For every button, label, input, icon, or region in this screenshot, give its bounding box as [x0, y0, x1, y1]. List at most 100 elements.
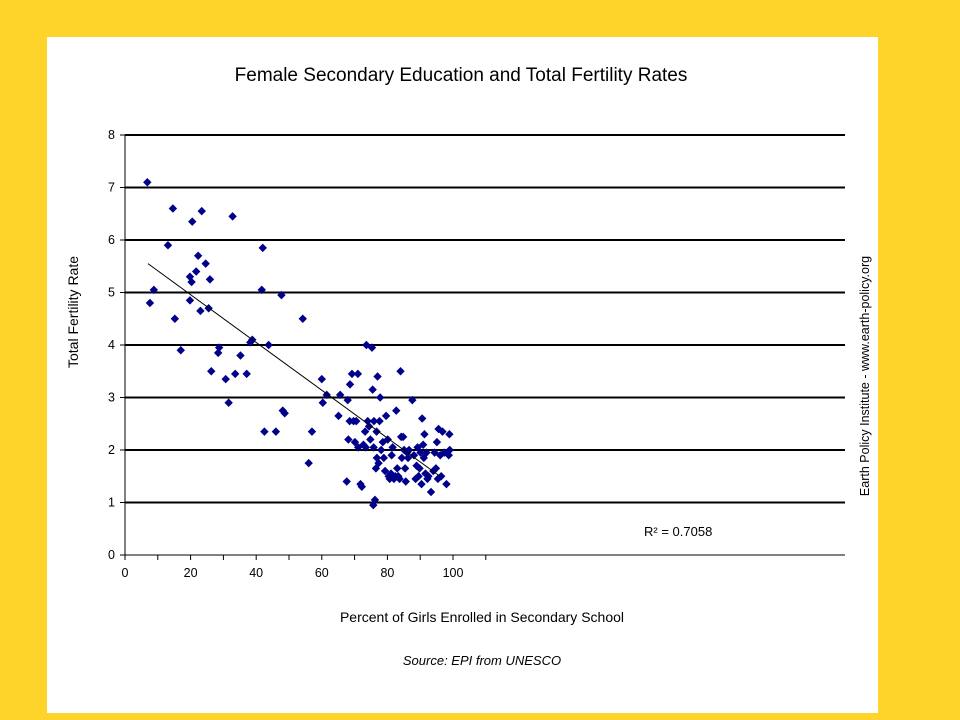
data-point [370, 495, 380, 505]
y-axis-label: Total Fertility Rate [65, 256, 81, 368]
data-point [361, 443, 370, 452]
y-tick-label: 8 [108, 128, 115, 142]
trendline [147, 263, 441, 477]
data-point [383, 435, 392, 444]
data-point [444, 451, 453, 460]
data-point [369, 443, 378, 452]
chart-panel: Female Secondary Education and Total Fer… [47, 37, 878, 713]
data-point [445, 445, 454, 455]
data-point [205, 275, 215, 284]
data-point [380, 466, 390, 476]
r-squared-label: R² = 0.7058 [644, 524, 712, 539]
data-point [257, 285, 266, 295]
data-point [420, 430, 429, 439]
data-point [431, 464, 441, 473]
y-tick-label: 3 [108, 391, 115, 405]
data-point [379, 453, 388, 463]
data-point [231, 369, 240, 379]
data-point [145, 298, 155, 308]
data-point [185, 272, 195, 281]
data-point [373, 372, 382, 381]
data-point [416, 448, 425, 457]
data-point [401, 477, 410, 486]
data-point [185, 296, 195, 305]
x-tick-label: 80 [380, 566, 394, 580]
x-tick-label: 40 [249, 566, 263, 580]
data-point [417, 479, 426, 489]
data-point [414, 472, 423, 481]
data-point [397, 453, 407, 463]
data-point [318, 398, 327, 407]
data-point [196, 306, 205, 316]
data-point [304, 458, 313, 468]
data-point [335, 390, 345, 400]
data-point [191, 267, 201, 276]
data-point [392, 406, 401, 415]
data-point [224, 398, 233, 407]
data-point [403, 453, 413, 463]
data-point [193, 251, 203, 260]
data-point [375, 416, 384, 426]
data-point [176, 346, 185, 355]
data-point [424, 472, 433, 481]
data-point [353, 369, 363, 379]
data-point [221, 374, 230, 384]
data-point [417, 414, 427, 423]
data-point [334, 411, 343, 421]
data-point [400, 464, 410, 473]
data-point [415, 464, 424, 473]
data-point [445, 430, 454, 439]
data-point [260, 427, 269, 436]
data-point [360, 427, 370, 436]
data-point [163, 241, 173, 250]
data-point [418, 440, 428, 449]
data-point [201, 259, 210, 268]
data-point [258, 243, 267, 253]
data-point [374, 458, 383, 468]
y-axis-ticks: 0 1 2 3 4 5 6 7 8 [108, 128, 125, 562]
data-point [277, 290, 286, 300]
data-point [236, 351, 245, 360]
data-point [409, 451, 419, 460]
x-tick-label: 100 [443, 566, 464, 580]
y-tick-label: 6 [108, 233, 115, 247]
source-note: Source: EPI from UNESCO [403, 653, 561, 668]
x-tick-label: 0 [122, 566, 129, 580]
data-point [369, 416, 379, 426]
data-point [436, 472, 446, 481]
data-point [367, 343, 377, 352]
data-point [168, 204, 178, 213]
data-point [207, 367, 216, 376]
data-point [143, 178, 152, 187]
y-tick-label: 1 [108, 496, 115, 510]
y-tick-label: 7 [108, 181, 115, 195]
data-point [345, 380, 355, 389]
data-point [381, 411, 391, 421]
data-point [317, 374, 326, 384]
data-point [214, 343, 224, 352]
data-point [350, 437, 360, 447]
data-point [347, 369, 357, 379]
data-point [343, 395, 352, 405]
data-point [344, 435, 353, 444]
data-point [271, 427, 281, 436]
data-point [298, 314, 307, 323]
data-point [426, 487, 436, 497]
data-point [357, 482, 367, 491]
data-points [143, 178, 454, 510]
data-point [396, 367, 405, 376]
scatter-chart: Female Secondary Education and Total Fer… [65, 65, 872, 668]
y-tick-label: 5 [108, 286, 115, 300]
data-point [375, 393, 385, 402]
x-tick-label: 60 [315, 566, 329, 580]
data-point [372, 427, 381, 436]
data-point [187, 277, 196, 287]
data-point [170, 314, 180, 323]
data-point [307, 427, 317, 436]
data-point [278, 406, 287, 415]
data-point [280, 409, 289, 418]
x-tick-label: 20 [184, 566, 198, 580]
y-tick-label: 2 [108, 443, 115, 457]
data-point [197, 206, 206, 216]
data-point [388, 443, 397, 452]
